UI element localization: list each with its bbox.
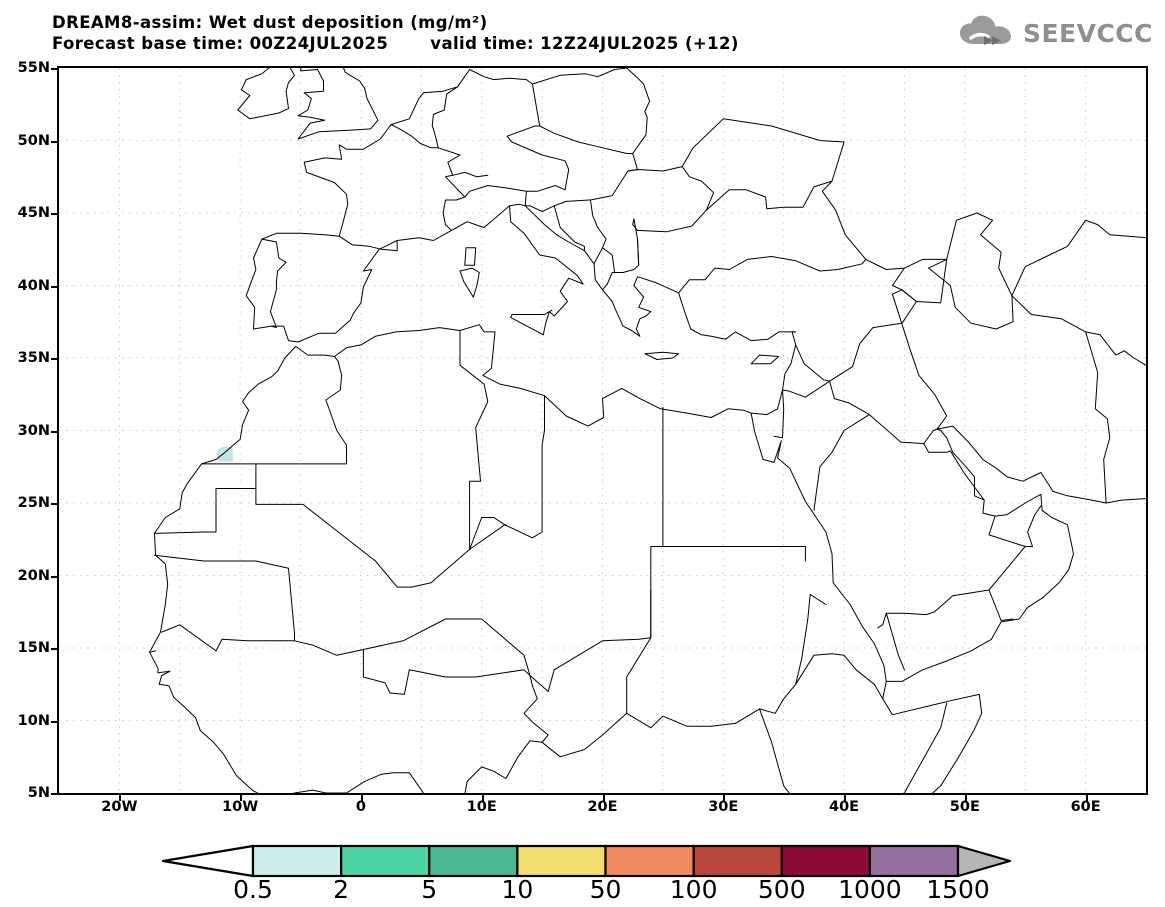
dust-concentration-field — [216, 446, 233, 462]
colorbar-under-range-arrow — [161, 844, 255, 878]
x-tick-label: 20W — [101, 799, 138, 815]
x-tick-label: 40E — [829, 799, 860, 815]
seevccc-logo: SEEVCCC — [958, 14, 1153, 52]
colorbar-tick-label: 1500 — [926, 875, 990, 904]
colorbar-tick-label: 1000 — [838, 875, 902, 904]
y-tick-label: 25N — [17, 495, 50, 511]
colorbar-tick-label: 5 — [421, 875, 438, 904]
colorbar[interactable]: 0.5 2 5 10 50 100 500 1000 1500 — [0, 843, 1165, 903]
colorbar-swatches — [161, 844, 1012, 878]
x-tick-label: 0 — [355, 799, 366, 815]
colorbar-tick-label: 100 — [669, 875, 718, 904]
y-tick-label: 45N — [17, 205, 50, 221]
colorbar-swatch[interactable] — [868, 844, 960, 878]
colorbar-swatch[interactable] — [428, 844, 519, 878]
colorbar-tick-label: 2 — [333, 875, 350, 904]
page-title: DREAM8-assim: Wet dust deposition (mg/m²… — [52, 13, 488, 32]
colorbar-tick-label: 0.5 — [233, 875, 273, 904]
forecast-hour: (+12) — [684, 34, 739, 53]
colorbar-tick-label: 500 — [757, 875, 806, 904]
valid-time-label: valid time: — [430, 34, 534, 53]
colorbar-swatch[interactable] — [340, 844, 431, 878]
y-tick-label: 20N — [17, 567, 50, 584]
y-tick-mark — [51, 575, 57, 578]
base-time-value: 00Z24JUL2025 — [249, 34, 389, 53]
time-info-line: Forecast base time: 00Z24JUL2025 valid ti… — [52, 33, 952, 54]
x-tick-mark — [119, 795, 122, 801]
x-tick-mark — [360, 795, 363, 801]
gridlines — [59, 68, 1146, 793]
y-tick-mark — [51, 648, 57, 650]
colorbar-tick-label: 50 — [589, 875, 622, 904]
coastlines-and-borders — [150, 68, 1146, 793]
y-tick-label: 5N — [27, 785, 50, 801]
y-tick-mark — [51, 285, 57, 288]
x-tick-label: 30E — [708, 799, 739, 815]
colorbar-swatch[interactable] — [780, 844, 871, 878]
y-tick-mark — [51, 358, 57, 360]
colorbar-swatch[interactable] — [692, 844, 783, 878]
y-tick-label: 40N — [17, 277, 50, 294]
x-tick-mark — [602, 795, 605, 801]
x-tick-label: 60E — [1070, 799, 1101, 815]
y-tick-mark — [51, 793, 57, 795]
base-time-label: Forecast base time: — [52, 34, 244, 53]
colorbar-swatch[interactable] — [516, 844, 607, 878]
x-tick-label: 10E — [466, 799, 497, 815]
x-tick-label: 10W — [222, 799, 259, 815]
cloud-icon — [958, 14, 1016, 52]
y-tick-label: 30N — [17, 422, 50, 439]
colorbar-tick-label: 10 — [501, 875, 534, 904]
colorbar-swatch[interactable] — [604, 844, 695, 878]
x-tick-mark — [481, 795, 484, 801]
valid-time-value: 12Z24JUL2025 — [540, 34, 679, 53]
map-plot-area[interactable] — [57, 66, 1148, 795]
chart-header: DREAM8-assim: Wet dust deposition (mg/m²… — [52, 12, 952, 54]
y-tick-mark — [51, 140, 57, 143]
logo-text: SEEVCCC — [1022, 18, 1153, 48]
y-tick-mark — [51, 720, 57, 723]
y-tick-mark — [51, 430, 57, 433]
y-tick-mark — [51, 213, 57, 215]
y-tick-label: 55N — [17, 60, 50, 76]
x-tick-label: 50E — [949, 799, 980, 815]
y-tick-label: 15N — [17, 640, 50, 656]
y-tick-label: 35N — [17, 350, 50, 366]
y-tick-mark — [51, 68, 57, 70]
x-tick-mark — [844, 795, 847, 801]
x-tick-label: 20E — [587, 799, 618, 815]
colorbar-swatch[interactable] — [251, 844, 343, 878]
y-tick-label: 50N — [17, 132, 50, 149]
y-tick-mark — [51, 503, 57, 505]
map-canvas — [59, 68, 1146, 793]
x-tick-mark — [240, 795, 243, 801]
x-tick-mark — [723, 795, 726, 801]
y-tick-label: 10N — [17, 712, 50, 729]
wet-deposition-patch-western-sahara — [216, 446, 233, 462]
x-tick-mark — [1085, 795, 1088, 801]
x-tick-mark — [964, 795, 967, 801]
colorbar-over-range-arrow — [956, 844, 1012, 878]
